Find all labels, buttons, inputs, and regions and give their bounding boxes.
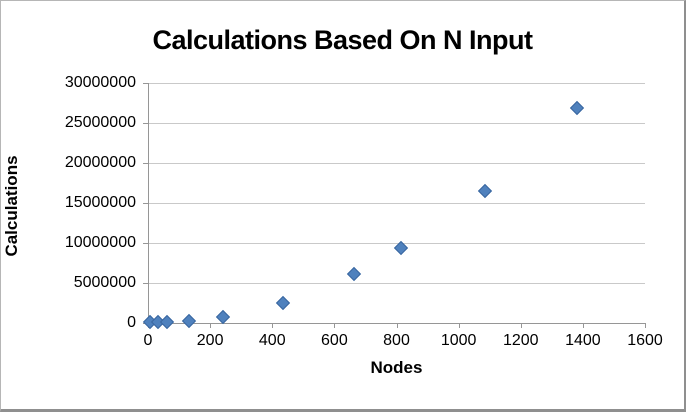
y-tick-label: 0: [127, 313, 136, 331]
y-tick-mark: [143, 122, 148, 124]
x-tick-label: 1400: [565, 331, 601, 349]
y-gridline: [148, 282, 645, 284]
y-tick-label: 10000000: [64, 233, 136, 251]
x-tick-label: 400: [258, 331, 286, 349]
x-tick-mark: [520, 322, 522, 328]
y-tick-label: 30000000: [64, 74, 136, 91]
x-tick-mark: [582, 322, 584, 328]
x-tick-label: 600: [321, 331, 348, 349]
y-gridline: [148, 122, 645, 124]
y-gridline: [148, 242, 645, 244]
data-point-marker: [159, 314, 174, 330]
x-tick-mark: [396, 322, 398, 328]
x-tick-label: 0: [143, 331, 153, 349]
y-tick-label: 25000000: [64, 113, 136, 131]
data-point-marker: [346, 266, 361, 281]
chart-title: Calculations Based On N Input: [152, 25, 533, 55]
y-tick-label: 15000000: [64, 193, 136, 211]
y-tick-mark: [143, 202, 148, 204]
x-tick-mark: [458, 322, 460, 328]
y-tick-label: 5000000: [73, 273, 136, 291]
data-point-marker: [181, 313, 197, 328]
x-tick-label: 1200: [502, 331, 539, 349]
x-tick-mark: [272, 322, 274, 328]
y-tick-mark: [143, 162, 148, 164]
y-gridline: [148, 83, 645, 84]
y-tick-mark: [143, 83, 148, 84]
x-axis-title: Nodes: [370, 358, 423, 377]
y-tick-mark: [143, 282, 148, 284]
y-axis-line: [148, 83, 149, 323]
x-tick-label: 800: [383, 331, 410, 349]
x-tick-label: 1600: [627, 331, 663, 349]
y-tick-label: 20000000: [64, 153, 136, 171]
y-gridline: [148, 162, 645, 164]
x-tick-mark: [210, 322, 212, 328]
y-gridline: [148, 202, 645, 204]
data-point-marker: [569, 100, 584, 115]
x-tick-label: 1000: [440, 331, 477, 349]
data-point-marker: [477, 183, 492, 198]
x-tick-label: 200: [196, 331, 224, 349]
data-point-marker: [275, 295, 290, 310]
y-tick-mark: [143, 242, 148, 244]
x-tick-mark: [334, 322, 336, 328]
x-tick-mark: [645, 322, 646, 328]
